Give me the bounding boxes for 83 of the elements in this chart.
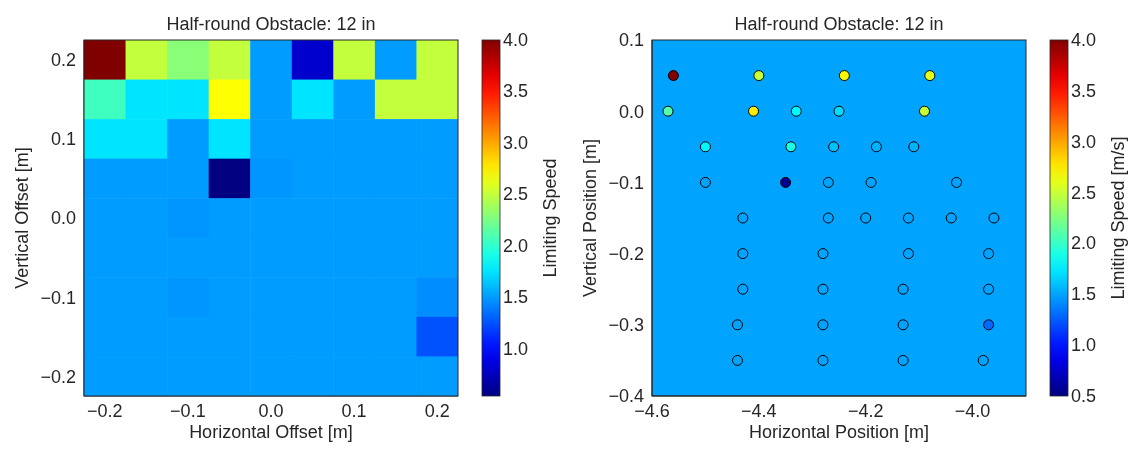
point [924,70,936,82]
color-bar-label: 4.0 [503,30,529,50]
point [902,212,914,224]
y-tick-label: 0.0 [50,208,76,229]
y-axis-title: Vertical Offset [m] [11,147,33,289]
point [662,105,674,117]
color-bar-label: 2.5 [1071,182,1097,203]
color-bar-label: 3.5 [503,81,529,102]
point [748,105,760,117]
y-tick-label: 0.2 [50,50,76,71]
color-bar-label: 1.5 [503,287,529,308]
y-tick-label: −0.4 [608,386,644,407]
color-bar-label: 4.0 [1071,30,1097,50]
point [731,354,743,366]
point [817,319,829,331]
color-bar-label: 2.0 [503,235,529,256]
point [822,212,834,224]
color-bar-label: 3.0 [1071,131,1097,152]
x-axis-title: Horizontal Position [m] [747,422,931,443]
point [828,141,840,153]
y-tick-label: −0.2 [608,243,644,264]
color-bar-label: 3.5 [1071,80,1097,101]
point [790,105,802,117]
color-bar-label: 0.5 [1071,386,1097,406]
point [737,212,749,224]
point [780,176,792,188]
point [817,248,829,260]
point [833,105,845,117]
color-bar-label: 1.0 [1071,335,1097,356]
point [918,105,930,117]
point [860,212,872,224]
y-tick-label: −0.1 [40,287,76,308]
color-bar-label: 1.5 [1071,284,1097,305]
point [951,176,963,188]
x-tick-label: 0.0 [258,400,284,421]
point [977,354,989,366]
y-tick-label: −0.3 [608,315,644,336]
x-axis-title: Horizontal Offset [m] [188,422,354,443]
x-tick-label: −0.1 [170,400,206,421]
point [753,70,765,82]
y-axis-title: Vertical Position [m] [579,138,601,298]
chart-title: Half-round Obstacle: 12 in [165,14,377,35]
point [870,141,882,153]
point [902,248,914,260]
y-tick-label: 0.1 [618,30,644,51]
y-tick-label: 0.1 [50,129,76,150]
point [897,319,909,331]
y-tick-label: 0.0 [618,101,644,122]
x-tick-label: 0.1 [341,400,367,421]
point [699,141,711,153]
point [983,248,995,260]
point [908,141,920,153]
point [731,319,743,331]
y-tick-label: −0.1 [608,172,644,193]
chart-title: Half-round Obstacle: 12 in [733,14,945,35]
color-bar-title: Limiting Speed [540,158,560,278]
point [667,70,679,82]
color-bar-title: Limiting Speed [m/s] [1108,136,1128,300]
color-bar-label: 2.5 [503,184,529,205]
point [737,248,749,260]
point [897,354,909,366]
point [897,283,909,295]
point [817,354,829,366]
color-bar-label: 3.0 [503,132,529,153]
x-tick-label: 0.2 [424,400,450,421]
point [983,283,995,295]
color-bar-label: 1.0 [503,338,529,359]
point [817,283,829,295]
point [865,176,877,188]
x-tick-label: −4.2 [847,400,884,421]
point [983,319,995,331]
x-tick-label: −0.2 [87,400,123,421]
point [737,283,749,295]
point [988,212,1000,224]
color-bar-label: 2.0 [1071,233,1097,254]
point [822,176,834,188]
y-tick-label: −0.2 [40,366,76,387]
x-tick-label: −4.0 [954,400,991,421]
point [945,212,957,224]
x-tick-label: −4.4 [741,400,777,421]
point [838,70,850,82]
point [785,141,797,153]
point [699,176,711,188]
